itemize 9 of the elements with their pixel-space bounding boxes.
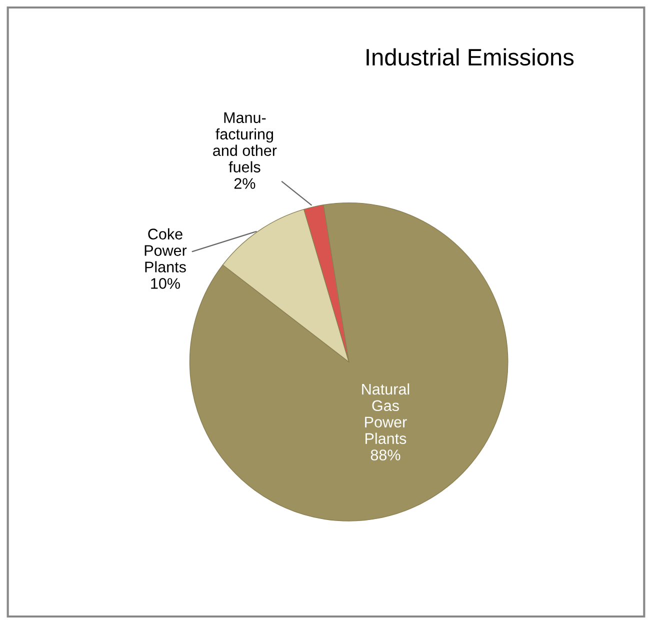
- slice-label: Natural Gas Power Plants: [362, 383, 410, 444]
- slice-label: Manu- facturing and other fuels: [213, 112, 277, 172]
- pie-slice: [189, 202, 508, 522]
- slice-label: Coke Power Plants: [144, 228, 187, 272]
- data-label: 10%: [151, 278, 180, 289]
- data-label: 2%: [234, 178, 256, 189]
- data-label: 88%: [370, 450, 400, 460]
- chart-title: Industrial Emissions: [366, 48, 574, 66]
- pie-slice: [222, 208, 350, 362]
